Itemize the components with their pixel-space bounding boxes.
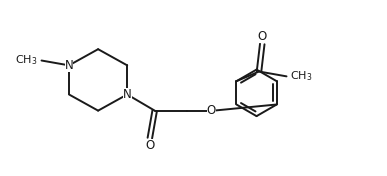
Text: CH$_3$: CH$_3$	[290, 70, 312, 83]
Text: CH$_3$: CH$_3$	[15, 54, 38, 67]
Text: O: O	[145, 139, 154, 152]
Text: O: O	[207, 104, 216, 117]
Text: N: N	[65, 59, 74, 72]
Text: O: O	[258, 30, 267, 43]
Text: N: N	[123, 88, 132, 101]
